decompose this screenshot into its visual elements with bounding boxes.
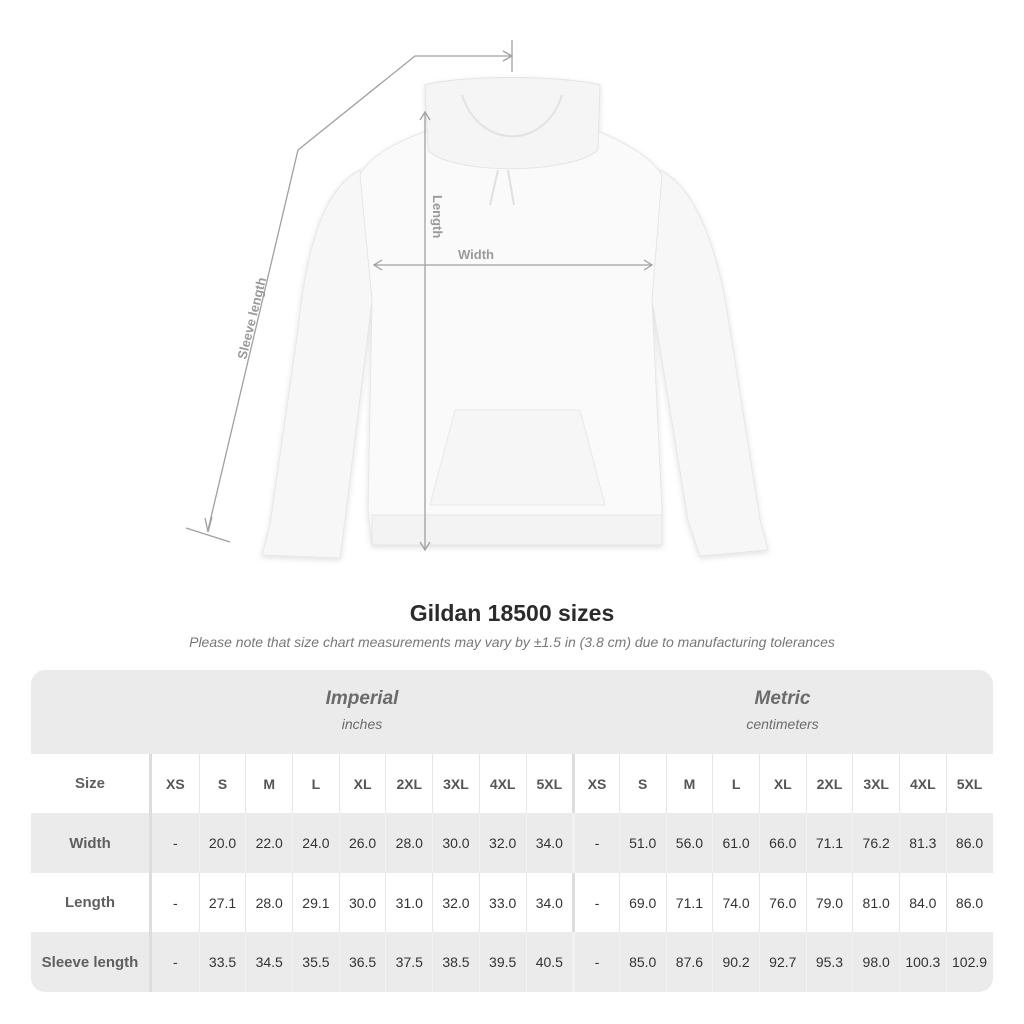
metric-unit: centimeters <box>746 716 819 732</box>
value-cell: 29.1 <box>292 873 339 932</box>
sleeve-length-label: Sleeve length <box>234 276 269 361</box>
value-cell: 37.5 <box>385 932 432 992</box>
size-header-cell: XS <box>572 754 619 813</box>
row-label: Size <box>31 754 152 813</box>
value-cell: - <box>572 873 619 932</box>
value-cell: 32.0 <box>478 813 526 873</box>
value-cell: 38.5 <box>432 932 479 992</box>
value-cell: 34.5 <box>245 932 292 992</box>
value-cell: - <box>572 813 619 873</box>
measurement-lines <box>185 40 654 552</box>
hoodie-illustration: Sleeve length Length Width <box>185 40 769 559</box>
value-cell: 56.0 <box>665 813 713 873</box>
value-cell: 85.0 <box>618 932 666 992</box>
value-cell: 32.0 <box>432 873 479 932</box>
tolerance-note: Please note that size chart measurements… <box>189 634 835 650</box>
value-cell: 33.5 <box>198 932 246 992</box>
value-cell: 102.9 <box>945 932 993 992</box>
size-header-cell: 3XL <box>432 754 479 813</box>
size-header-row: Size XS S M L XL 2XL 3XL 4XL 5XL XS S M L XL 2XL 3XL 4XL 5… <box>31 754 993 813</box>
value-cell: 98.0 <box>852 932 899 992</box>
value-cell: 81.0 <box>852 873 899 932</box>
value-cell: - <box>173 954 178 970</box>
value-cell: 76.2 <box>852 813 899 873</box>
value-cell: 84.0 <box>899 873 946 932</box>
value-cell: 27.1 <box>198 873 246 932</box>
size-header-cell: XL <box>758 754 806 813</box>
value-cell: 22.0 <box>245 813 292 873</box>
value-cell: 40.5 <box>525 932 573 992</box>
size-header-cell: 5XL <box>525 754 573 813</box>
table-row: Width -20.0 22.0 24.0 26.0 28.0 30.0 32.0 34.0-5… <box>31 813 993 873</box>
value-cell: 71.1 <box>665 873 713 932</box>
size-header-cell: M <box>245 754 292 813</box>
value-cell: 28.0 <box>385 813 432 873</box>
value-cell: 92.7 <box>758 932 806 992</box>
row-label: Width <box>31 813 152 873</box>
value-cell: 35.5 <box>292 932 339 992</box>
size-header-cell: 2XL <box>385 754 432 813</box>
value-cell: - <box>572 932 619 992</box>
value-cell: 30.0 <box>432 813 479 873</box>
value-cell: 24.0 <box>292 813 339 873</box>
value-cell: 86.0 <box>945 873 993 932</box>
hoodie <box>261 77 769 559</box>
value-cell: 86.0 <box>945 813 993 873</box>
table-row: Sleeve length - 33.5 34.5 35.5 36.5 37.5 38.5 39… <box>31 932 993 992</box>
size-header-cell: 5XL <box>945 754 993 813</box>
size-table: Imperial inches Metric centimeters Size X… <box>31 670 993 992</box>
size-header-cell: 2XL <box>805 754 853 813</box>
value-cell: 51.0 <box>618 813 666 873</box>
value-cell: 34.0 <box>525 873 573 932</box>
value-cell: 39.5 <box>478 932 526 992</box>
size-header-cell: S <box>618 754 666 813</box>
value-cell: - <box>173 894 178 911</box>
value-cell: 61.0 <box>712 813 759 873</box>
size-header-cell: M <box>665 754 713 813</box>
size-header-cell: L <box>292 754 339 813</box>
size-header-cell: XS <box>166 775 185 792</box>
page-title: Gildan 18500 sizes <box>409 600 615 626</box>
value-cell: 31.0 <box>385 873 432 932</box>
metric-header: Metric centimeters <box>572 670 993 754</box>
length-label: Length <box>430 195 445 238</box>
value-cell: 33.0 <box>478 873 526 932</box>
imperial-header: Imperial inches <box>152 670 572 754</box>
size-header-cell: L <box>712 754 759 813</box>
imperial-title: Imperial <box>325 688 399 709</box>
value-cell: 36.5 <box>338 932 386 992</box>
value-cell: 66.0 <box>758 813 806 873</box>
value-cell: 20.0 <box>198 813 246 873</box>
value-cell: - <box>173 835 178 851</box>
size-header-cell: XL <box>338 754 386 813</box>
value-cell: 76.0 <box>758 873 806 932</box>
value-cell: 100.3 <box>899 932 946 992</box>
value-cell: 87.6 <box>665 932 713 992</box>
size-header-cell: S <box>198 754 246 813</box>
value-cell: 30.0 <box>338 873 386 932</box>
row-label: Length <box>31 873 152 932</box>
imperial-unit: inches <box>341 716 383 732</box>
value-cell: 90.2 <box>712 932 759 992</box>
value-cell: 74.0 <box>712 873 759 932</box>
metric-title: Metric <box>754 688 811 709</box>
value-cell: 26.0 <box>338 813 386 873</box>
value-cell: 71.1 <box>805 813 853 873</box>
row-label: Sleeve length <box>31 932 152 992</box>
value-cell: 28.0 <box>245 873 292 932</box>
size-header-cell: 3XL <box>852 754 899 813</box>
value-cell: 79.0 <box>805 873 853 932</box>
table-row: Length -27.1 28.0 29.1 30.0 31.0 32.0 33.0 34.0-… <box>31 873 993 932</box>
size-header-cell: 4XL <box>899 754 946 813</box>
value-cell: 69.0 <box>618 873 666 932</box>
size-header-cell: 4XL <box>478 754 526 813</box>
value-cell: 81.3 <box>899 813 946 873</box>
width-label: Width <box>458 247 494 262</box>
value-cell: 95.3 <box>805 932 853 992</box>
value-cell: 34.0 <box>525 813 573 873</box>
